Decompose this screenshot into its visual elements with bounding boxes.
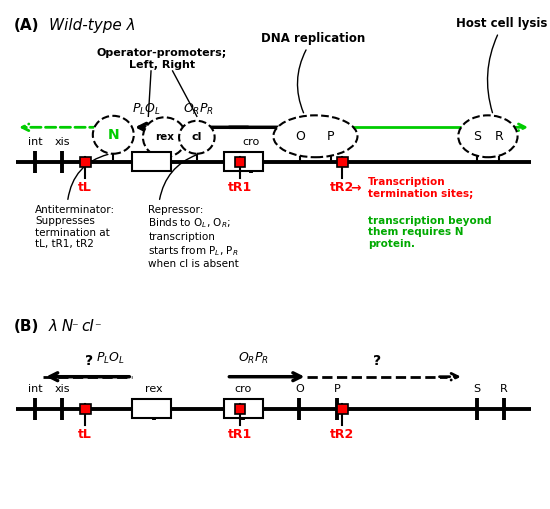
Text: cro: cro [242,137,260,147]
Text: Host cell lysis: Host cell lysis [456,17,547,30]
Text: tR1: tR1 [228,428,252,441]
Text: Operator-promoters;
Left, Right: Operator-promoters; Left, Right [97,48,227,70]
Text: R: R [500,384,508,394]
Text: $O_RP_R$: $O_RP_R$ [183,102,214,118]
Circle shape [143,117,186,157]
Text: ?: ? [85,354,93,367]
Text: P: P [327,130,334,143]
Text: R: R [494,130,503,143]
Text: cro: cro [234,384,251,394]
Text: tR1: tR1 [228,181,252,194]
Text: S: S [473,130,481,143]
Text: tR2: tR2 [330,181,355,194]
Bar [132,152,171,171]
Ellipse shape [273,116,358,157]
Text: tR2: tR2 [330,428,355,441]
Text: λ N: λ N [48,319,74,334]
Text: tL: tL [78,428,92,441]
Text: N: N [107,128,119,142]
Text: O: O [295,130,305,143]
Ellipse shape [458,116,518,157]
Text: int: int [28,384,42,394]
Text: Repressor:
Binds to O$_L$, O$_R$;
transcription
starts from P$_L$, P$_R$
when cI: Repressor: Binds to O$_L$, O$_R$; transc… [148,205,239,269]
Text: ⁻: ⁻ [95,321,101,334]
Bar [234,157,245,167]
Bar [132,399,171,418]
Circle shape [179,121,214,154]
Text: $P_LO_L$: $P_LO_L$ [96,351,125,366]
Text: ⁻: ⁻ [72,321,78,334]
Text: O: O [295,384,304,394]
Text: (B): (B) [14,319,39,334]
Text: (A): (A) [14,18,39,33]
Text: tL: tL [78,181,92,194]
Text: $O_RP_R$: $O_RP_R$ [238,351,269,366]
Bar [80,157,91,167]
Text: ?: ? [373,354,382,367]
Text: int: int [28,137,42,147]
Circle shape [93,116,134,154]
Text: transcription beyond
them requires N
protein.: transcription beyond them requires N pro… [368,216,492,249]
Bar [337,157,348,167]
Text: xis: xis [54,137,70,147]
Text: Wild-type λ: Wild-type λ [48,18,135,33]
Text: P: P [334,384,340,394]
Text: rex: rex [155,132,174,143]
Text: xis: xis [54,384,70,394]
Bar [224,152,262,171]
Bar [224,399,262,418]
Text: Antiterminator:
Suppresses
termination at
tL, tR1, tR2: Antiterminator: Suppresses termination a… [35,205,116,249]
Text: $P_LO_L$: $P_LO_L$ [132,102,161,118]
Text: cl: cl [191,132,202,143]
Bar [337,404,348,414]
Text: S: S [474,384,481,394]
Text: →: → [350,182,361,194]
Text: Transcription
termination sites;: Transcription termination sites; [368,177,474,199]
Bar [234,404,245,414]
Text: DNA replication: DNA replication [261,32,365,45]
Text: cI: cI [81,319,94,334]
Bar [80,404,91,414]
Text: rex: rex [145,384,163,394]
